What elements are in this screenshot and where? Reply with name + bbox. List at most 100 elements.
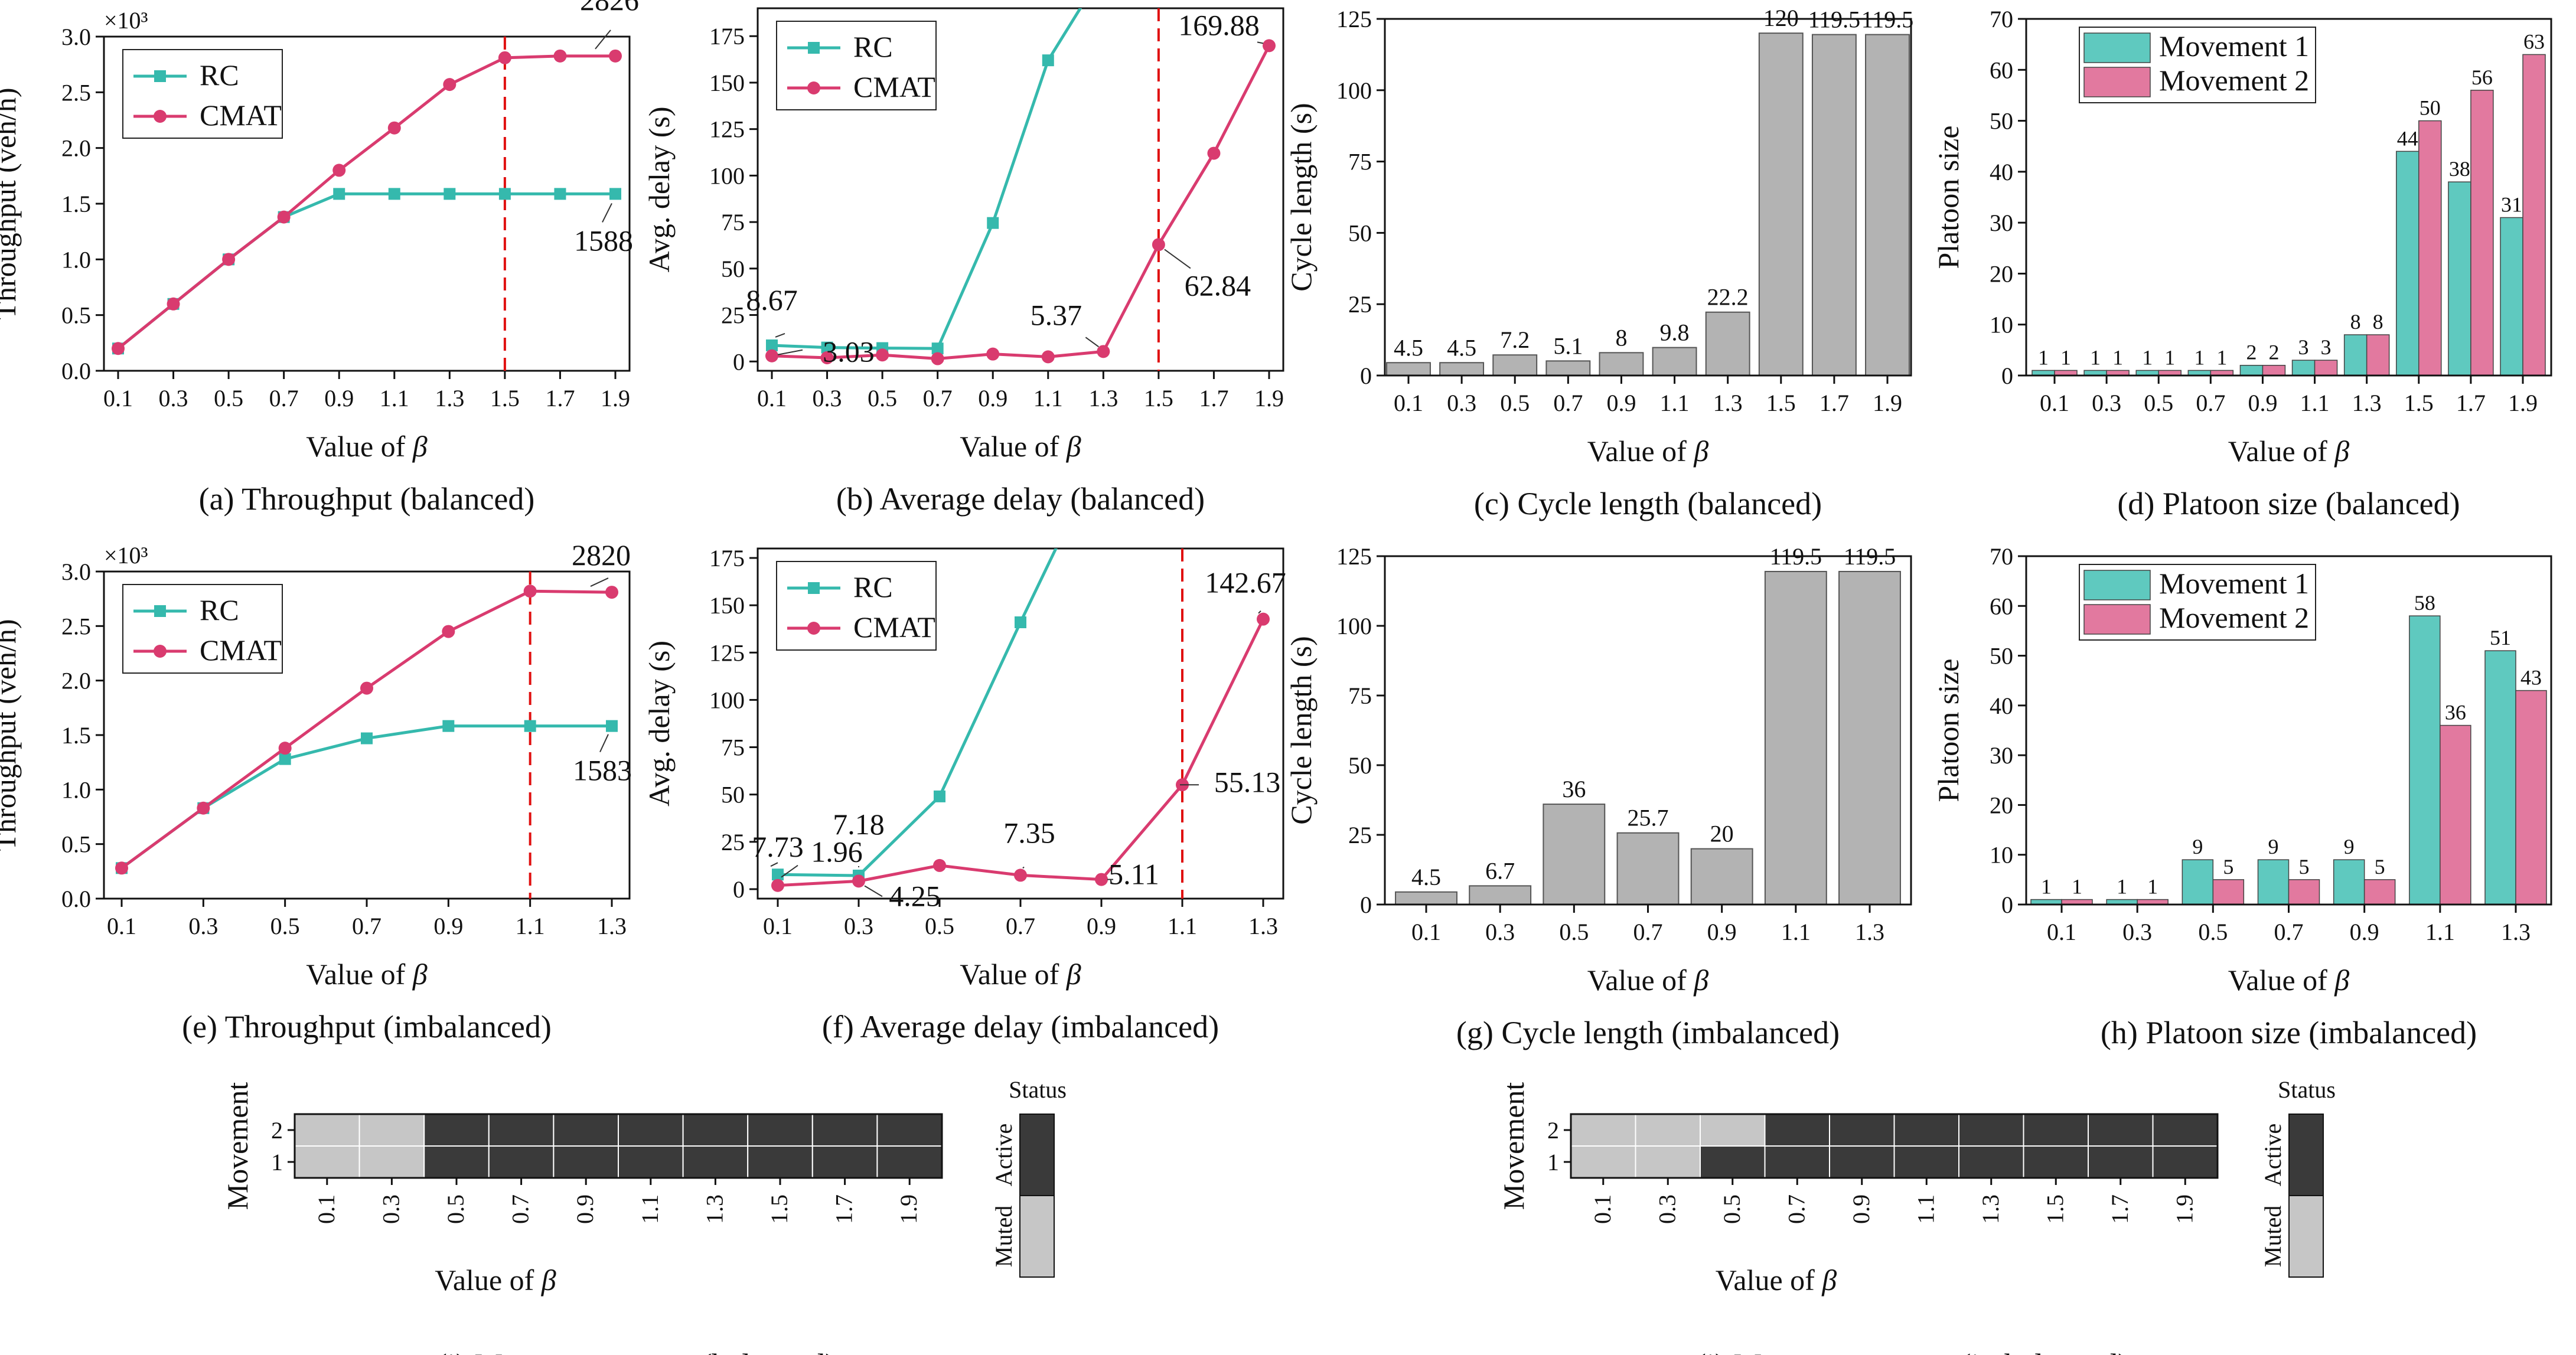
bar-value-label: 1 bbox=[2041, 875, 2052, 899]
x-tick-label: 1.1 bbox=[2425, 919, 2455, 945]
x-tick-label: 0.9 bbox=[978, 385, 1007, 412]
y-tick-label: 50 bbox=[1990, 643, 2013, 670]
data-label: 7.35 bbox=[1003, 816, 1055, 849]
x-tick-label: 0.3 bbox=[188, 913, 218, 939]
y-multiplier: ×10³ bbox=[104, 7, 148, 34]
bar-movement-1 bbox=[2343, 334, 2368, 376]
chart-caption: (e) Throughput (imbalanced) bbox=[182, 1009, 552, 1044]
chart-caption: (b) Average delay (balanced) bbox=[836, 481, 1205, 517]
plot-frame bbox=[2025, 18, 2552, 377]
status-cell bbox=[682, 1114, 749, 1147]
y-tick-label: 0.5 bbox=[61, 831, 91, 858]
data-point-rc bbox=[606, 720, 618, 732]
bar-value-label: 44 bbox=[2397, 126, 2418, 150]
y-tick-label: 75 bbox=[1348, 683, 1372, 709]
bar-value-label: 1 bbox=[2194, 345, 2205, 369]
x-tick-label: 1.7 bbox=[2107, 1194, 2133, 1224]
bar-value-label: 1 bbox=[2164, 345, 2175, 369]
status-cell bbox=[423, 1145, 490, 1178]
y-tick-label: 2.0 bbox=[61, 668, 91, 694]
x-tick-label: 0.5 bbox=[2144, 390, 2173, 416]
x-tick-label: 0.5 bbox=[925, 913, 954, 939]
y-tick-label: 25 bbox=[721, 302, 745, 329]
bar-value-label: 51 bbox=[2490, 626, 2511, 649]
bar-value-label: 6.7 bbox=[1485, 857, 1515, 884]
status-cell bbox=[2023, 1145, 2089, 1178]
status-legend-label: Active bbox=[990, 1124, 1017, 1187]
legend-swatch bbox=[2083, 32, 2151, 63]
legend-marker bbox=[807, 622, 820, 635]
y-tick-label: 50 bbox=[1348, 220, 1372, 246]
chart-j: 2 1 0.1 0.3 0.5 0.7 0.9 1.1 1.3 1.5 1.7 1.9 Value of… bbox=[1497, 1076, 2336, 1355]
bar-value-label: 9 bbox=[2344, 835, 2355, 858]
x-axis-label: Value of β bbox=[1716, 1263, 1837, 1297]
bar-movement-1 bbox=[2333, 859, 2365, 905]
bar-value-label: 1 bbox=[2090, 345, 2101, 369]
bar bbox=[1469, 885, 1532, 905]
y-axis-label: Avg. delay (s) bbox=[643, 641, 676, 807]
data-point-cmat bbox=[387, 121, 401, 135]
x-tick-label: 0.7 bbox=[1633, 919, 1663, 945]
y-tick-label: 175 bbox=[709, 545, 745, 572]
x-tick-label: 1.3 bbox=[435, 385, 464, 412]
bar-movement-2 bbox=[2288, 879, 2320, 905]
bar-movement-2 bbox=[2314, 360, 2338, 376]
data-point-cmat bbox=[222, 253, 236, 266]
status-cell bbox=[1893, 1145, 1959, 1178]
x-axis-label: Value of β bbox=[435, 1263, 556, 1297]
legend-swatch bbox=[2083, 604, 2151, 635]
x-tick-label: 0.5 bbox=[442, 1194, 469, 1224]
legend-marker bbox=[154, 70, 166, 82]
y-tick-label: 25 bbox=[721, 829, 745, 856]
x-tick-label: 1.1 bbox=[516, 913, 545, 939]
bar-value-label: 4.5 bbox=[1447, 334, 1476, 361]
x-axis-label: Value of β bbox=[2228, 435, 2350, 468]
status-cell bbox=[747, 1114, 813, 1147]
bar-movement-1 bbox=[2448, 181, 2471, 376]
bar-value-label: 22.2 bbox=[1707, 284, 1749, 311]
annotation-leader bbox=[1022, 866, 1025, 869]
x-tick-label: 0.1 bbox=[107, 913, 136, 939]
x-tick-label: 1.7 bbox=[1819, 390, 1849, 416]
x-tick-label: 1.9 bbox=[895, 1194, 922, 1224]
x-tick-label: 1.5 bbox=[490, 385, 520, 412]
bar-value-label: 56 bbox=[2471, 66, 2493, 89]
legend-label: CMAT bbox=[853, 610, 935, 644]
bar bbox=[1386, 362, 1431, 376]
x-tick-label: 1.9 bbox=[2508, 390, 2538, 416]
x-tick-label: 0.5 bbox=[1500, 390, 1530, 416]
data-point-cmat bbox=[1257, 612, 1270, 626]
data-label: 62.84 bbox=[1185, 269, 1251, 302]
y-tick-label: 0.0 bbox=[61, 886, 91, 912]
x-tick-label: 0.7 bbox=[1006, 913, 1035, 939]
annotation-leader bbox=[777, 349, 803, 355]
bar-value-label: 36 bbox=[1562, 776, 1586, 802]
bar-value-label: 3 bbox=[2321, 335, 2332, 359]
x-tick-label: 1.7 bbox=[545, 385, 575, 412]
series-line-rc bbox=[120, 724, 612, 870]
y-tick-label: 75 bbox=[721, 734, 745, 761]
y-tick-label: 25 bbox=[1348, 291, 1372, 318]
x-tick-label: 1.3 bbox=[2352, 390, 2382, 416]
data-label: 55.13 bbox=[1214, 765, 1281, 798]
x-tick-label: 0.7 bbox=[2274, 919, 2304, 945]
data-point-cmat bbox=[360, 681, 373, 695]
x-tick-label: 0.7 bbox=[269, 385, 299, 412]
y-tick-label: 70 bbox=[1990, 543, 2013, 570]
data-point-cmat bbox=[1095, 873, 1108, 886]
x-axis-label: Value of β bbox=[306, 430, 428, 463]
data-point-cmat bbox=[112, 342, 125, 355]
x-tick-label: 0.5 bbox=[868, 385, 897, 412]
data-point-cmat bbox=[1097, 345, 1110, 358]
legend-label: Movement 1 bbox=[2159, 567, 2309, 600]
status-cell bbox=[1764, 1114, 1830, 1147]
status-cell bbox=[358, 1145, 425, 1178]
x-tick-label: 0.5 bbox=[270, 913, 300, 939]
data-point-cmat bbox=[1152, 238, 1165, 252]
y-axis-label: Platoon size bbox=[1932, 658, 1965, 802]
y-axis-label: Throughput (veh/h) bbox=[0, 619, 22, 851]
x-tick-label: 0.1 bbox=[1589, 1194, 1616, 1224]
y-tick-label: 0 bbox=[1360, 363, 1372, 389]
